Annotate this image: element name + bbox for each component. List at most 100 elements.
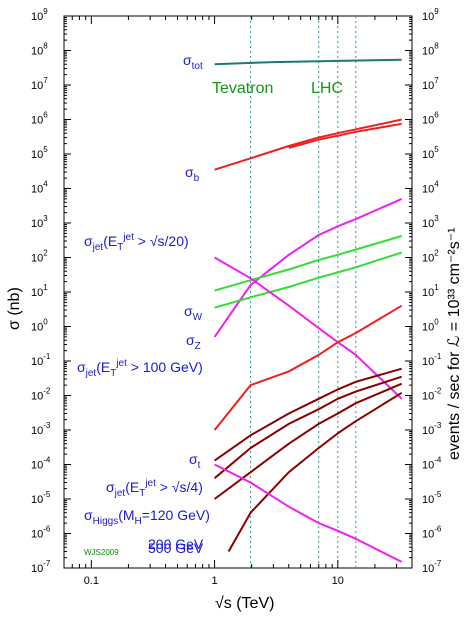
ytick-label-right: 104 bbox=[422, 180, 439, 196]
ytick-exp: 4 bbox=[434, 180, 439, 189]
ytick-exp: -6 bbox=[434, 525, 442, 534]
label-tail: > √s/4) bbox=[156, 479, 203, 495]
experiment-vlines bbox=[250, 16, 357, 568]
label-sub: tot bbox=[192, 61, 203, 72]
label-jet4: σjet(ETjet > √s/4) bbox=[106, 478, 203, 499]
series-line-7 bbox=[213, 304, 403, 431]
ytick-exp: 5 bbox=[434, 145, 439, 154]
ytick-exp: 9 bbox=[434, 7, 439, 16]
ytick-label-left: 109 bbox=[31, 7, 48, 23]
ytick-exp: 6 bbox=[43, 111, 48, 120]
label-sub2: T bbox=[110, 368, 116, 379]
series-line-11 bbox=[227, 391, 403, 552]
label-higgs: σHiggs(MH=120 GeV) bbox=[84, 507, 210, 527]
ytick-label-right: 100 bbox=[422, 318, 439, 334]
label-tail: > 100 GeV) bbox=[127, 359, 203, 375]
ytick-label-right: 10-3 bbox=[422, 421, 442, 437]
label-sub2: T bbox=[139, 488, 145, 499]
label-jet100: σjet(ETjet > 100 GeV) bbox=[77, 358, 203, 379]
ytick-label-left: 10-1 bbox=[31, 352, 51, 368]
ytick-exp: 9 bbox=[43, 7, 48, 16]
series-line-5 bbox=[214, 251, 403, 309]
ytick-exp: -3 bbox=[43, 421, 51, 430]
series-line-2 bbox=[288, 122, 402, 149]
label-sub: t bbox=[198, 460, 201, 471]
label-sub: jet bbox=[114, 488, 126, 499]
ytick-label-left: 10-5 bbox=[31, 490, 51, 506]
ytick-label-right: 10-7 bbox=[422, 559, 442, 575]
ytick-exp: 6 bbox=[434, 111, 439, 120]
ytick-label-left: 107 bbox=[31, 76, 48, 92]
ytick-label-right: 101 bbox=[422, 283, 439, 299]
x-axis-title: √s (TeV) bbox=[215, 595, 274, 612]
ytick-label-left: 10-7 bbox=[31, 559, 51, 575]
label-W: σW bbox=[184, 303, 203, 323]
label-sub: jet bbox=[85, 368, 97, 379]
label-sup: jet bbox=[122, 232, 134, 243]
ytick-exp: 3 bbox=[434, 214, 439, 223]
xtick-label: 0.1 bbox=[84, 575, 99, 587]
label-sub: jet bbox=[92, 242, 104, 253]
ytick-label-left: 103 bbox=[31, 214, 48, 230]
label-main: σ bbox=[183, 52, 192, 68]
ytick-exp: 8 bbox=[43, 42, 48, 51]
ytick-exp: 7 bbox=[43, 76, 48, 85]
label-sup: jet bbox=[115, 358, 127, 369]
series-line-10 bbox=[214, 382, 403, 500]
label-tot: σtot bbox=[183, 52, 203, 72]
ytick-exp: 4 bbox=[43, 180, 48, 189]
ytick-label-right: 105 bbox=[422, 145, 439, 161]
label-main: σ bbox=[185, 164, 194, 180]
label-Z: σZ bbox=[186, 332, 201, 352]
series-line-3 bbox=[213, 197, 403, 338]
ytick-label-left: 101 bbox=[31, 283, 48, 299]
label-t: σt bbox=[189, 451, 201, 471]
label-main: 200 GeV bbox=[148, 536, 204, 552]
series-line-1 bbox=[214, 118, 402, 171]
ytick-label-right: 106 bbox=[422, 111, 439, 127]
label-main: σ bbox=[77, 359, 86, 375]
ytick-exp: -4 bbox=[434, 456, 442, 465]
xtick-label: 1 bbox=[212, 575, 218, 587]
ytick-exp: -1 bbox=[434, 352, 442, 361]
ytick-label-left: 106 bbox=[31, 111, 48, 127]
right-y-axis-title: events / sec for ℒ = 10³³ cm⁻²s⁻¹ bbox=[446, 228, 463, 460]
series-line-6 bbox=[214, 256, 403, 400]
series-line-4 bbox=[214, 235, 402, 292]
credit-label: WJS2009 bbox=[84, 548, 119, 557]
label-sup: jet bbox=[144, 478, 156, 489]
label-sub2: T bbox=[117, 242, 123, 253]
ytick-label-left: 10-3 bbox=[31, 421, 51, 437]
xtick-label: 10 bbox=[332, 575, 344, 587]
ytick-label-right: 109 bbox=[422, 7, 439, 23]
label-h200: 200 GeV bbox=[148, 536, 204, 552]
ytick-label-right: 10-5 bbox=[422, 490, 442, 506]
label-main: σ bbox=[189, 451, 198, 467]
label-tail: =120 GeV) bbox=[142, 507, 210, 523]
label-main: σ bbox=[184, 303, 193, 319]
lhc-label: LHC bbox=[311, 80, 343, 97]
ytick-exp: 7 bbox=[434, 76, 439, 85]
label-sub: Z bbox=[195, 341, 201, 352]
label-main: σ bbox=[186, 332, 195, 348]
ytick-exp: 0 bbox=[434, 318, 439, 327]
ytick-exp: 5 bbox=[43, 145, 48, 154]
series-line-9 bbox=[213, 375, 403, 479]
ytick-label-left: 104 bbox=[31, 180, 48, 196]
label-jet20: σjet(ETjet > √s/20) bbox=[84, 232, 189, 253]
ytick-exp: -6 bbox=[43, 525, 51, 534]
ytick-exp: 2 bbox=[43, 249, 48, 258]
label-sub: Higgs bbox=[93, 516, 119, 527]
ytick-label-right: 10-2 bbox=[422, 387, 442, 403]
ytick-exp: -3 bbox=[434, 421, 442, 430]
ytick-label-left: 105 bbox=[31, 145, 48, 161]
ytick-label-left: 108 bbox=[31, 42, 48, 58]
label-main: σ bbox=[84, 233, 93, 249]
label-rest: (E bbox=[103, 233, 117, 249]
label-main: σ bbox=[106, 479, 115, 495]
ytick-label-left: 100 bbox=[31, 318, 48, 334]
ytick-label-right: 10-6 bbox=[422, 525, 442, 541]
ytick-label-right: 102 bbox=[422, 249, 439, 265]
